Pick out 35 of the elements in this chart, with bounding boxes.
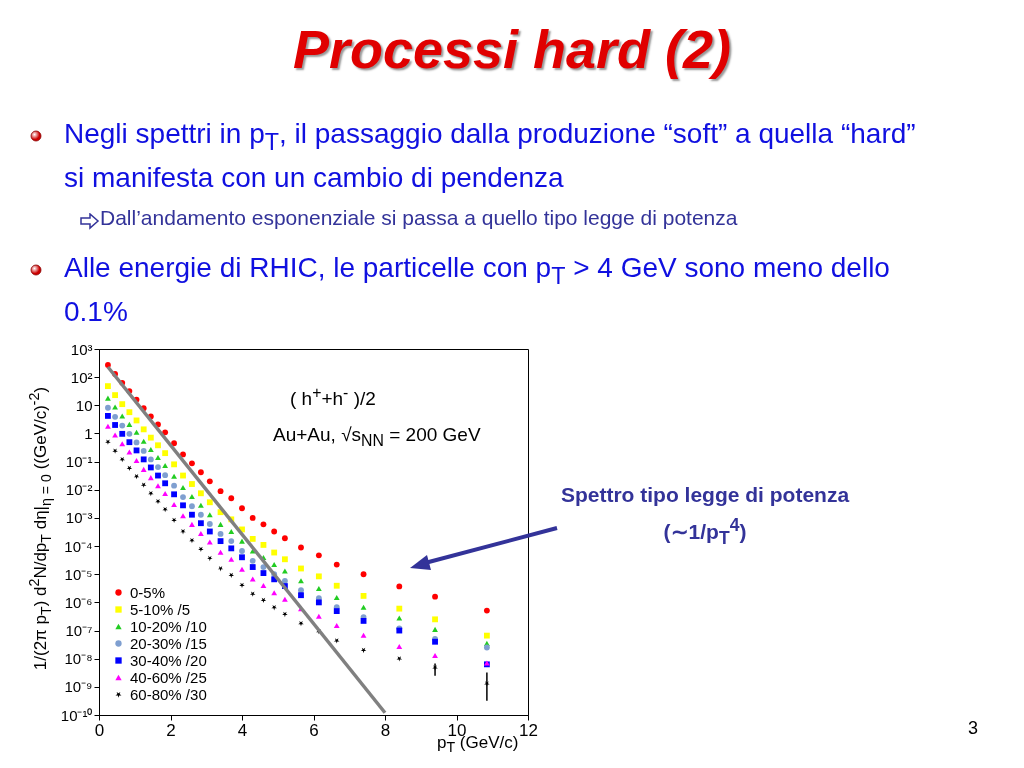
y-tick-label: 10⁻⁸	[64, 650, 93, 668]
y-tick-label: 10⁻⁹	[64, 678, 93, 696]
y-tick-label: 10⁻⁷	[65, 622, 93, 640]
y-tick-label: 10⁻³	[65, 509, 93, 527]
legend-label: 20-30% /15	[130, 634, 207, 652]
y-tick-label: 10⁻⁵	[64, 565, 93, 583]
y-tick-label: 10⁻²	[65, 481, 93, 499]
text: Spettro tipo legge di potenza (∼1/p$_{T}$$^{4}$)	[560, 482, 850, 551]
x-tick-label: 12	[519, 720, 538, 740]
legend-label: 60-80% /30	[130, 685, 207, 703]
legend-label: 5-10% /5	[130, 600, 191, 618]
y-tick-label: 1	[84, 424, 93, 442]
y-tick-label: 10⁻⁴	[64, 537, 93, 555]
legend-label: 30-40% /20	[130, 651, 207, 669]
x-tick-label: 8	[380, 720, 391, 740]
x-tick-label: 2	[166, 720, 176, 740]
y-tick-label: 10⁻⁶	[64, 593, 93, 611]
x-tick-label: 6	[309, 720, 319, 740]
text: Negli spettri in p$_{T}$, il passaggio dalla produzione “soft” a quella “hard” si manifesta con un cambio di pendenza	[64, 117, 917, 195]
y-tick-label: 10²	[70, 368, 93, 386]
text: 3	[968, 718, 979, 739]
legend-label: 0-5%	[130, 583, 166, 601]
text: Dall’andamento esponenziale si passa a quello tipo legge di potenza	[100, 206, 739, 230]
y-tick-label: 10	[75, 396, 93, 414]
legend-label: 40-60% /25	[130, 668, 207, 686]
y-tick-label: 10⁻¹⁰	[60, 706, 93, 724]
y-tick-label: 10⁻¹	[65, 453, 93, 471]
annotation: ( h$^{+}$+h$^{-}$ )/2	[290, 384, 376, 411]
legend-label: 10-20% /10	[130, 617, 207, 635]
x-tick-label: 0	[94, 720, 105, 740]
annotation: Au+Au, √s$_{NN}$ = 200 GeV	[273, 424, 481, 450]
chart-title: Processi hard (2)	[291, 18, 733, 80]
y-tick-label: 10³	[70, 340, 93, 358]
text: Alle energie di RHIC, le particelle con p$_{T}$ > 4 GeV sono meno dello 0.1%	[64, 252, 890, 327]
x-tick-label: 4	[237, 720, 248, 740]
